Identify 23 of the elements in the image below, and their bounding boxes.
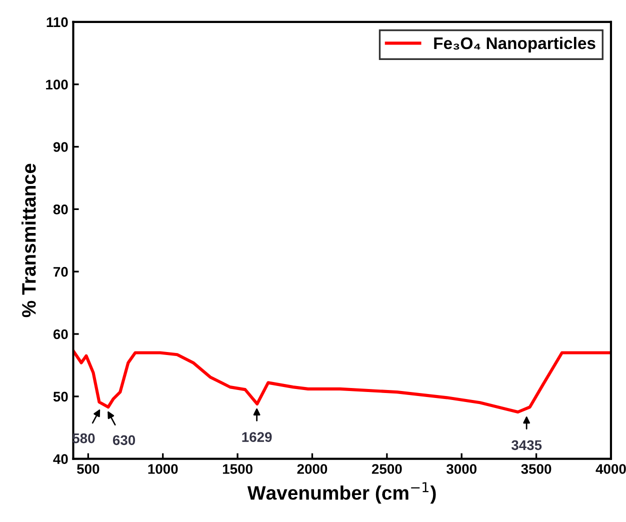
x-tick-label: 1000 (148, 464, 178, 474)
y-tick-label: 110 (46, 17, 68, 28)
annotation: 630 (112, 435, 136, 446)
y-tick-label: 90 (53, 142, 68, 152)
y-tick-label: 80 (53, 204, 68, 214)
x-tick-label: 3500 (521, 464, 552, 474)
x-tick-label: 3000 (446, 464, 476, 474)
x-tick-label: 500 (77, 464, 100, 474)
x-axis-title: Wavenumber (cm$^{−1}$) (247, 482, 436, 504)
annotation: 1629 (242, 432, 272, 442)
line-series (73, 349, 611, 414)
x-tick-label: 2000 (297, 464, 328, 474)
x-tick-label: 4000 (596, 464, 626, 474)
x-tick-label: 1500 (222, 464, 252, 474)
annotation: 3435 (511, 440, 542, 450)
y-tick-label: 60 (53, 329, 68, 340)
y-tick-label: 50 (53, 392, 68, 402)
y-tick-label: 40 (53, 454, 68, 464)
legend-label: Fe₃O₄ Nanoparticles (434, 36, 596, 52)
y-tick-label: 70 (54, 266, 68, 277)
y-tick-label: 100 (46, 80, 68, 90)
x-tick-label: 2500 (372, 464, 402, 474)
y-axis-title: % Transmittance (22, 164, 36, 318)
